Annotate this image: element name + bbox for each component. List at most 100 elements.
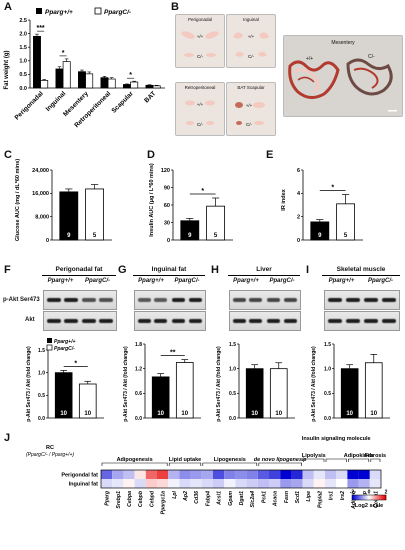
fat-weight-ylabel: Fat weight (g)	[4, 51, 10, 90]
panel-letter-d: D	[147, 149, 155, 161]
heatmap-cell	[168, 470, 180, 479]
scale-bar-segment	[353, 495, 355, 500]
panel-i-header-ko: PpargC/-	[367, 278, 393, 284]
heatmap-cell	[134, 470, 146, 479]
photo-label-bat-scapular: BAT Scapular	[237, 85, 265, 90]
x-tick-label-A: Scapular	[110, 90, 135, 115]
y-tick-label-C: 16,000	[32, 191, 49, 197]
heatmap-gene-label: Irs2	[340, 491, 346, 500]
legend-f-swatch-ko	[46, 344, 53, 351]
bar-A-inguinal-wt	[55, 68, 64, 89]
scale-bar-segment	[375, 495, 377, 500]
glucose-auc-chart: 0 8,000 16,000 24,000 9 5 Glucose AUC (mg / d…	[15, 159, 112, 244]
heatmap-cell	[369, 479, 381, 488]
scale-bar-segment	[381, 495, 383, 500]
y-tick-label-I: 1.5	[324, 342, 331, 348]
heatmap-group-label: Lipolysis	[302, 453, 326, 459]
heatmap-cell	[291, 479, 303, 488]
panel-h-title: Liver	[256, 266, 272, 273]
photo-perigonadal: Perigonadal +/+ C/-	[175, 14, 225, 68]
scale-bar-segment	[382, 495, 384, 500]
heatmap-cell	[123, 470, 135, 479]
scale-bar-segment	[356, 495, 358, 500]
y-tick-label-H: 0.0	[229, 416, 236, 422]
scale-bar-segment	[357, 495, 359, 500]
n-label-D: 5	[214, 233, 218, 239]
scale-bar-segment	[372, 495, 374, 500]
panel-f-title: Perigonadal fat	[55, 266, 103, 273]
heatmap-gene-label: Pparg	[105, 490, 111, 506]
pakt-h-ylabel: p-Akt Ser473 / Akt (fold change)	[216, 346, 222, 422]
heatmap-group-label: Lipid uptake	[169, 457, 201, 463]
y-tick-label-E: 0	[297, 238, 300, 244]
y-tick-label-C: 8,000	[35, 214, 49, 220]
heatmap-group-bracket	[325, 458, 347, 462]
n-label-H: 10	[251, 411, 258, 417]
y-tick-label-C: 0	[46, 238, 49, 244]
heatmap-gene-label: Cebpa	[127, 491, 133, 507]
y-tick-label-D: 60	[164, 203, 170, 209]
panel-f-header-ko: PpargC/-	[84, 278, 110, 284]
y-tick-label-H: 1.0	[229, 366, 236, 372]
pakt-f-legend: Pparg+/+ PpargC/-	[46, 338, 75, 352]
scale-bar-segment	[360, 495, 362, 500]
heatmap-cell	[369, 470, 381, 479]
pakt-muscle-chart: 0.0 0.5 1.0 1.5 10 10 p-Akt Ser473 / Akt (fol…	[311, 342, 390, 422]
photo-label-mesentery: Mesentery	[331, 40, 355, 46]
pakt-i-ylabel: p-Akt Ser473 / Akt (fold change)	[311, 346, 317, 422]
pakt-liver-chart: 0.0 0.5 1.0 1.5 10 10 p-Akt Ser473 / Akt (fol…	[216, 342, 295, 422]
heatmap-cell	[112, 470, 124, 479]
blot-i-pakt	[324, 290, 400, 310]
pakt-f-ylabel: p-Akt Ser473 / Akt (fold change)	[26, 346, 32, 422]
heatmap-cell	[179, 479, 191, 488]
scale-tick-label: 2	[385, 490, 388, 496]
heatmap-cell	[325, 470, 337, 479]
legend-label-ko: PpargC/-	[104, 9, 131, 16]
heatmap-group-label: Insulin signaling molecule	[302, 436, 371, 442]
y-tick-label-I: 0.0	[324, 416, 331, 422]
photo-inguinal-wt: +/+	[248, 34, 255, 39]
heatmap-cell	[145, 470, 157, 479]
pakt-perigonadal-chart: 0.0 0.5 1.0 1.5 10 10 * p-Akt Ser473 / Akt (fo…	[26, 338, 104, 422]
heatmap-cell	[101, 479, 113, 488]
bar-G-ko	[175, 362, 194, 419]
y-tick-label-D: 0	[167, 238, 170, 244]
heatmap-gene-label: Slc2a4	[250, 491, 256, 508]
y-tick-label-D: 90	[164, 185, 170, 191]
blot-h-pakt	[229, 290, 301, 310]
photo-mesentery-wt: +/+	[306, 56, 313, 62]
fat-weight-legend: Pparg+/+ PpargC/-	[36, 7, 131, 16]
scale-bar-segment	[370, 495, 372, 500]
scale-bar-segment	[366, 495, 368, 500]
y-tick-label-G: 1.8	[135, 342, 142, 348]
y-tick-label-E: 4	[297, 191, 301, 197]
scale-bar-segment	[377, 495, 379, 500]
blot-f-pakt	[43, 290, 117, 310]
heatmap-group-bracket	[348, 458, 370, 462]
heatmap-gene-label: Acaca	[273, 491, 279, 507]
scale-bar-segment	[367, 495, 369, 500]
panel-g-header-ko: PpargC/-	[174, 278, 200, 284]
heatmap-gene-label: Lipe	[306, 491, 312, 502]
n-label-E: 9	[318, 233, 322, 239]
photo-perigonadal-ko: C/-	[197, 54, 204, 59]
panel-letter-i: I	[306, 264, 310, 276]
scale-tick-label: -2	[350, 490, 355, 496]
panel-i-header-wt: Pparg+/+	[328, 278, 355, 284]
scale-bar-segment	[378, 495, 380, 500]
heatmap-gene-label: Irs1	[329, 491, 335, 500]
heatmap-cell	[123, 479, 135, 488]
scale-bar-segment	[380, 495, 382, 500]
heatmap-gene-label: Cebpd	[149, 490, 155, 507]
heatmap-cell	[168, 479, 180, 488]
bar-D-ko	[206, 205, 225, 241]
heatmap-gene-label: Gpam	[228, 491, 234, 506]
heatmap-cell	[313, 479, 325, 488]
scale-bar-segment	[368, 495, 370, 500]
legend-swatch-ko	[94, 7, 102, 15]
scale-bar-segment	[371, 495, 373, 500]
panel-h-header-ko: PpargC/-	[269, 278, 295, 284]
y-tick-label-G: 1.2	[135, 366, 142, 372]
scale-bar-segment	[363, 495, 365, 500]
x-tick-label-A: Inguinal	[45, 90, 68, 113]
